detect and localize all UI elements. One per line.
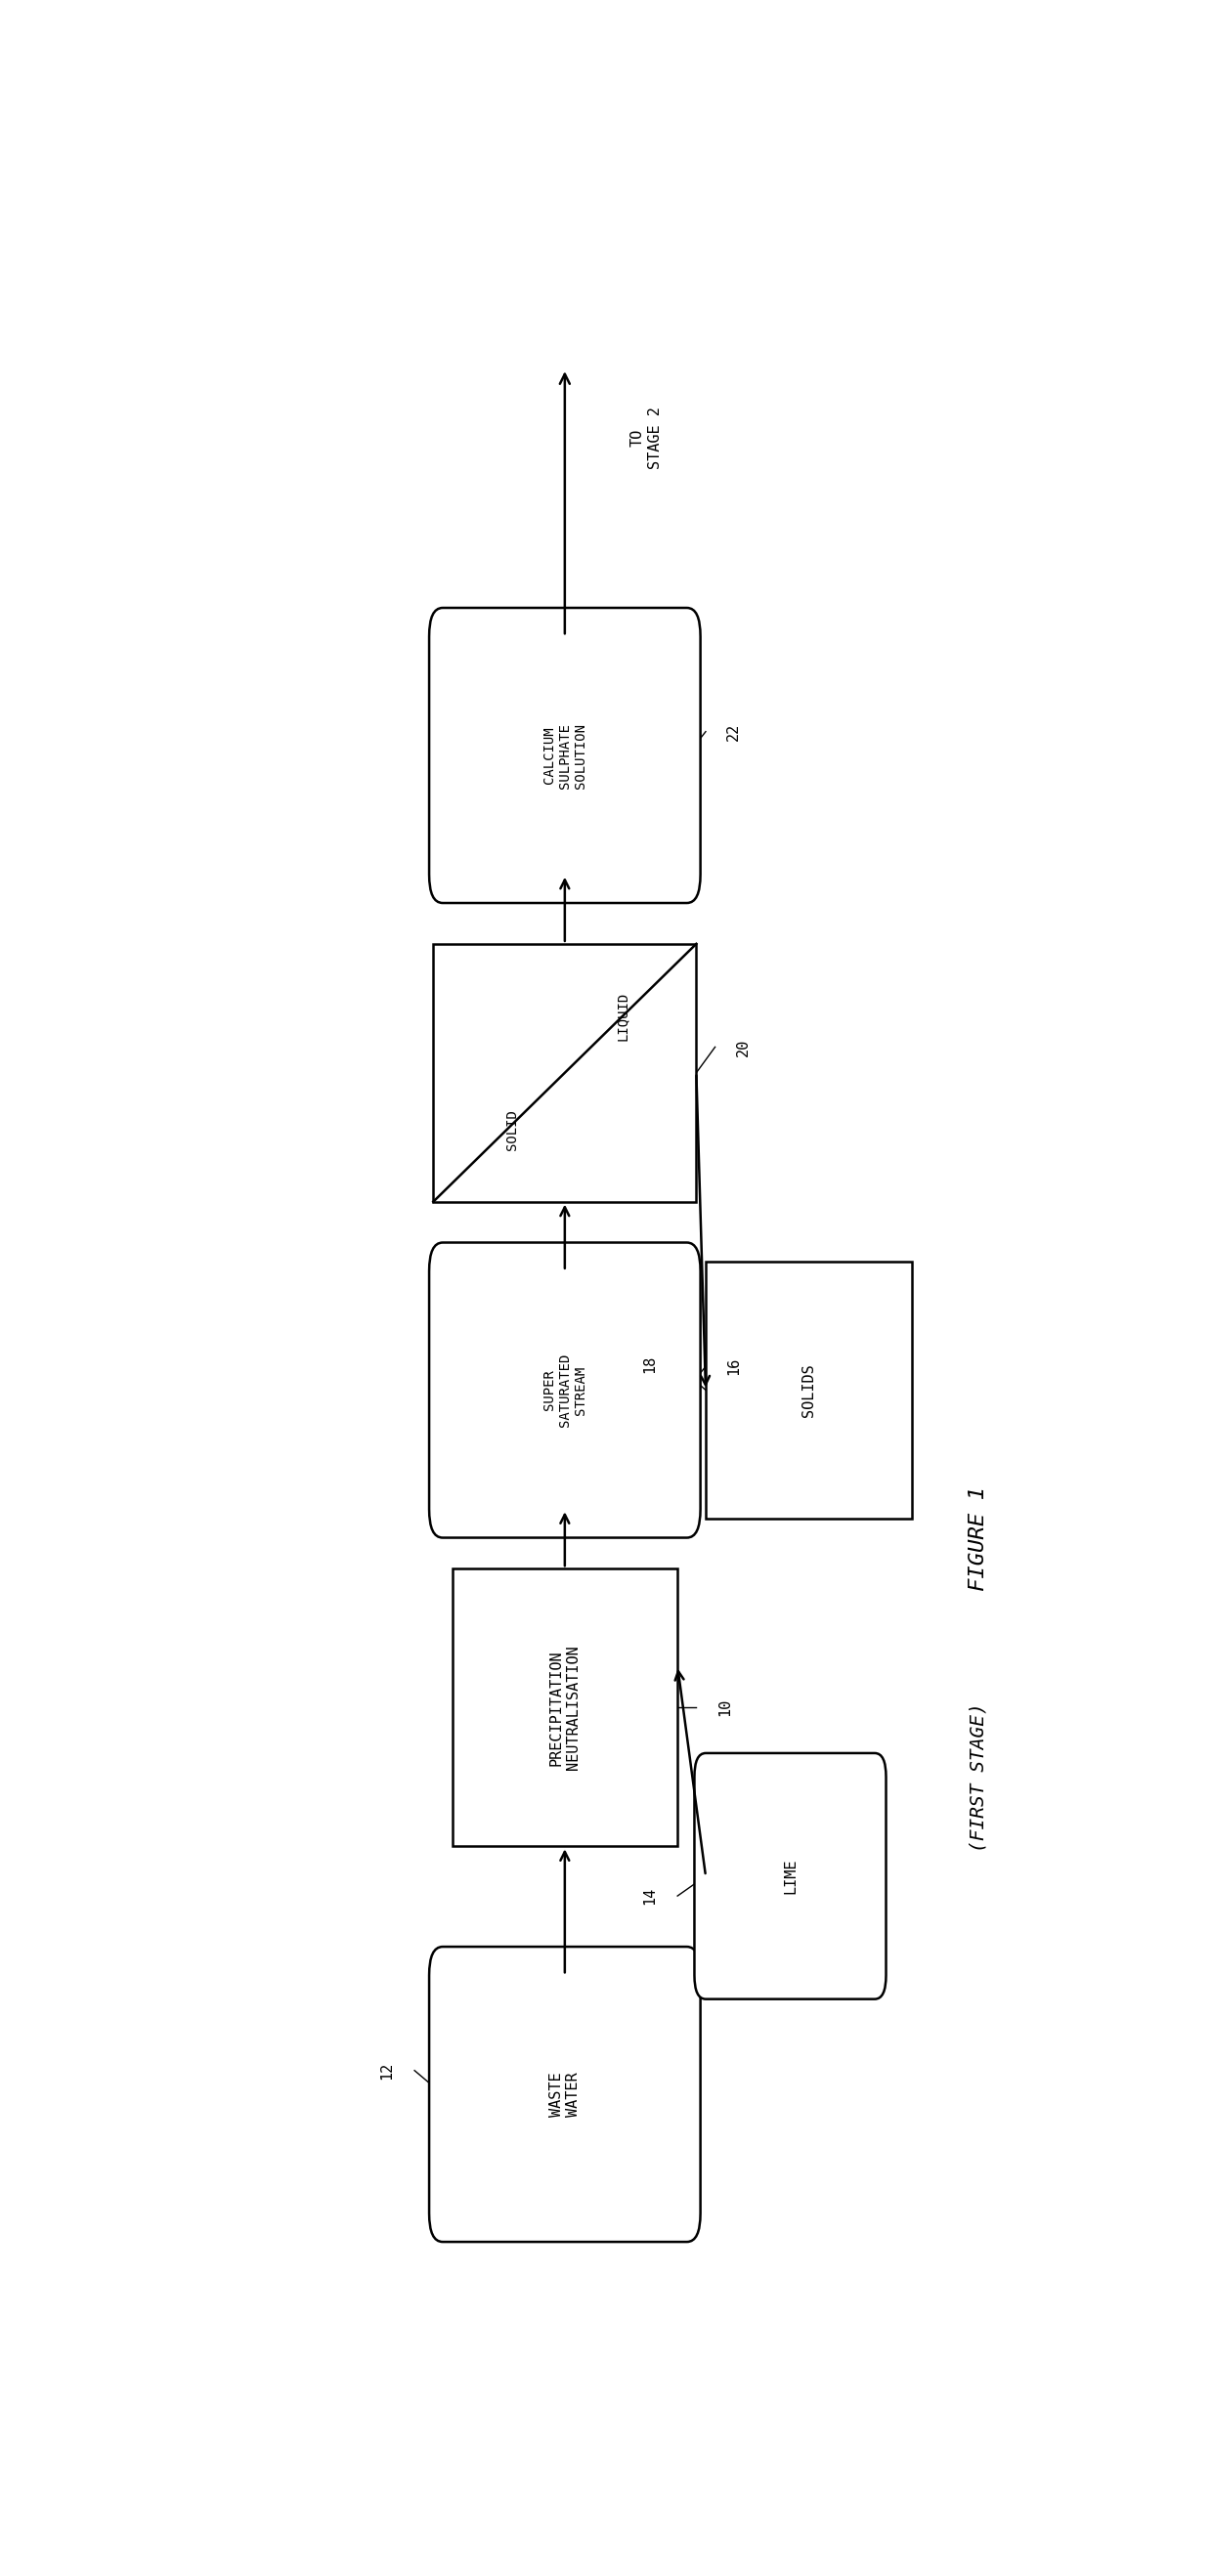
- Text: LIQUID: LIQUID: [616, 992, 629, 1041]
- FancyBboxPatch shape: [429, 1947, 701, 2241]
- Text: 10: 10: [718, 1698, 732, 1716]
- Text: PRECIPITATION
NEUTRALISATION: PRECIPITATION NEUTRALISATION: [549, 1646, 581, 1770]
- Text: (FIRST STAGE): (FIRST STAGE): [968, 1703, 988, 1852]
- Text: CALCIUM
SULPHATE
SOLUTION: CALCIUM SULPHATE SOLUTION: [542, 724, 588, 788]
- Text: 12: 12: [379, 2061, 394, 2079]
- Text: 18: 18: [642, 1355, 657, 1373]
- FancyBboxPatch shape: [429, 608, 701, 904]
- Text: 16: 16: [726, 1358, 742, 1376]
- Text: TO
STAGE 2: TO STAGE 2: [630, 407, 662, 469]
- FancyBboxPatch shape: [429, 1242, 701, 1538]
- Text: 22: 22: [726, 724, 742, 739]
- Text: 20: 20: [736, 1038, 750, 1056]
- Text: LIME: LIME: [783, 1857, 797, 1893]
- Text: WASTE
WATER: WASTE WATER: [549, 2071, 581, 2117]
- Text: 14: 14: [642, 1888, 657, 1904]
- Text: SUPER
SATURATED
STREAM: SUPER SATURATED STREAM: [542, 1352, 588, 1427]
- Text: FIGURE 1: FIGURE 1: [968, 1486, 988, 1592]
- Text: SOLIDS: SOLIDS: [801, 1363, 817, 1417]
- Bar: [705, 1262, 913, 1520]
- Text: SOLID: SOLID: [505, 1110, 519, 1149]
- Bar: [434, 943, 697, 1200]
- Bar: [452, 1569, 678, 1847]
- FancyBboxPatch shape: [694, 1754, 886, 1999]
